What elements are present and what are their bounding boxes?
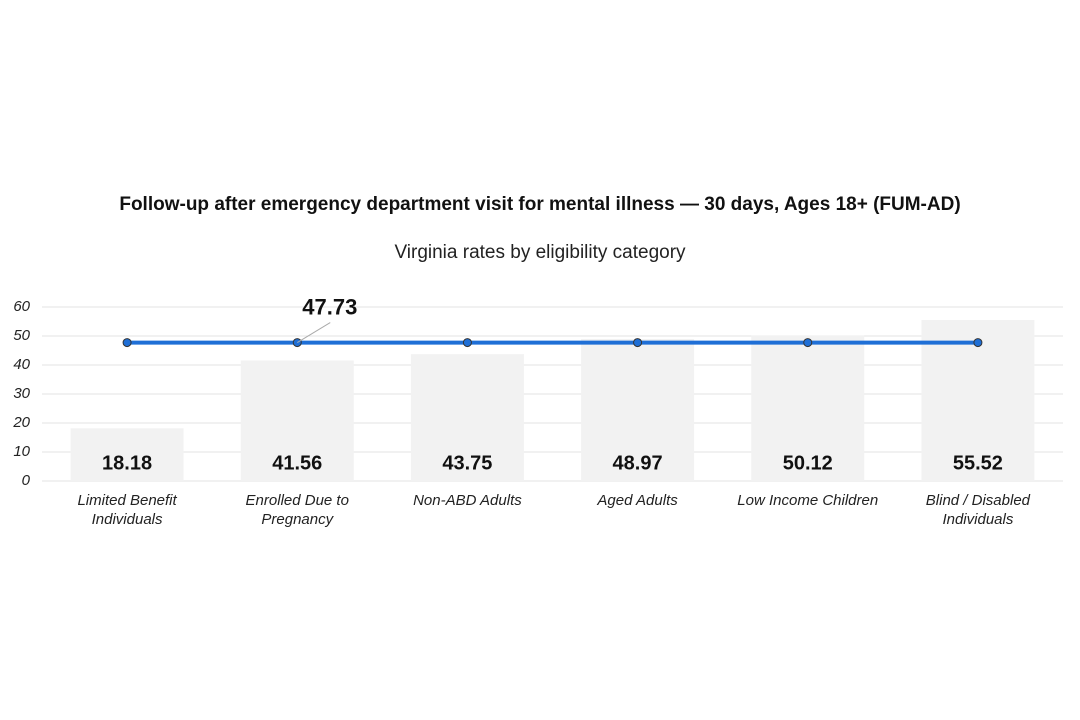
bar — [751, 335, 865, 481]
bar-value-label: 18.18 — [102, 452, 152, 474]
line-marker — [973, 338, 983, 348]
y-tick-label: 0 — [22, 472, 31, 489]
line-marker — [122, 338, 132, 348]
y-tick-label: 50 — [13, 327, 30, 344]
line-value-label: 47.73 — [302, 294, 357, 319]
y-tick-label: 30 — [13, 385, 30, 402]
bar-value-label: 55.52 — [953, 452, 1003, 474]
line-marker — [462, 338, 472, 348]
bar-value-label: 50.12 — [783, 452, 833, 474]
y-tick-label: 20 — [12, 414, 30, 431]
bar — [240, 360, 354, 481]
y-tick-label: 40 — [13, 356, 30, 373]
bar — [70, 428, 184, 481]
bar-value-label: 48.97 — [613, 452, 663, 474]
annotation-leader — [296, 322, 331, 344]
x-tick-label: Low Income Children — [737, 492, 879, 509]
x-tick-label: Non-ABD Adults — [413, 492, 522, 509]
bar-value-label: 43.75 — [442, 452, 492, 474]
x-tick-label: Blind / Disabled Individuals — [925, 492, 1031, 528]
chart-title: Follow-up after emergency department vis… — [119, 194, 961, 215]
bar — [410, 354, 524, 481]
y-tick-label: 60 — [13, 298, 30, 315]
x-tick-label: Limited Benefit Individuals — [77, 492, 177, 528]
chart-subtitle: Virginia rates by eligibility category — [394, 242, 686, 263]
line-marker — [633, 338, 643, 348]
x-tick-label: Aged Adults — [597, 492, 678, 509]
x-tick-label: Enrolled Due to Pregnancy — [245, 492, 349, 528]
y-tick-label: 10 — [13, 443, 30, 460]
bar — [581, 338, 695, 481]
bar-value-label: 41.56 — [272, 452, 322, 474]
line-marker — [803, 338, 813, 348]
